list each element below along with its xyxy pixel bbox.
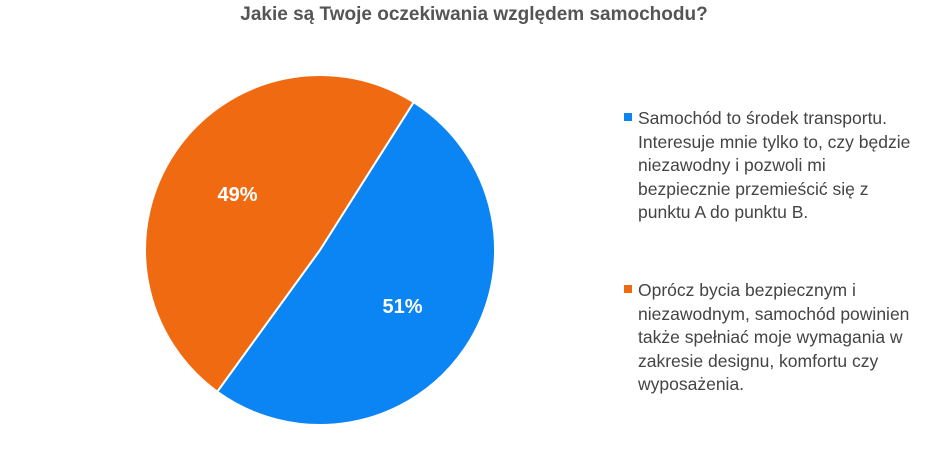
slice-transport (215, 100, 497, 427)
legend-label-transport: Samochód to środek transportu. Interesuj… (638, 108, 911, 222)
slice-label-transport: 51% (382, 296, 422, 318)
slice-design (144, 74, 416, 394)
legend-swatch-transport (624, 113, 632, 121)
legend-swatch-design (624, 285, 632, 293)
slice-label-design: 49% (217, 184, 257, 206)
chart-title: Jakie są Twoje oczekiwania względem samo… (240, 4, 708, 25)
legend-label-design: Oprócz bycia bezpiecznym i niezawodnym, … (638, 280, 910, 394)
